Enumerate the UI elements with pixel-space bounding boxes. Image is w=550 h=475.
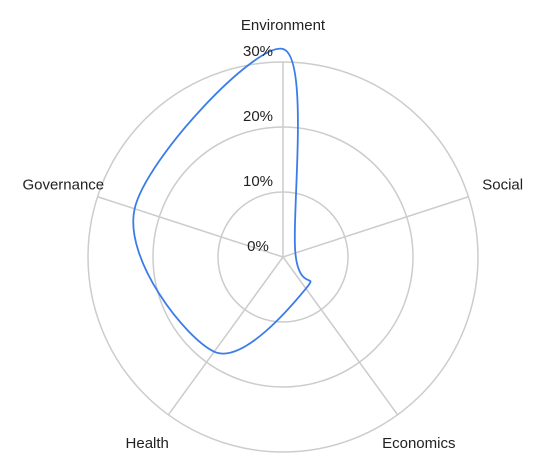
- r-tick-label: 30%: [243, 43, 273, 60]
- category-label: Governance: [22, 177, 104, 194]
- category-label: Health: [126, 435, 169, 452]
- spoke: [97, 196, 284, 258]
- spoke: [282, 196, 469, 258]
- radar-line: [132, 48, 312, 355]
- r-tick-label: 20%: [243, 108, 273, 125]
- r-tick-label: 10%: [243, 173, 273, 190]
- r-tick-label: 0%: [247, 238, 269, 255]
- category-label: Social: [482, 177, 523, 194]
- category-label: Environment: [241, 17, 326, 34]
- spoke: [167, 256, 284, 416]
- spoke: [282, 256, 399, 416]
- category-label: Economics: [382, 435, 455, 452]
